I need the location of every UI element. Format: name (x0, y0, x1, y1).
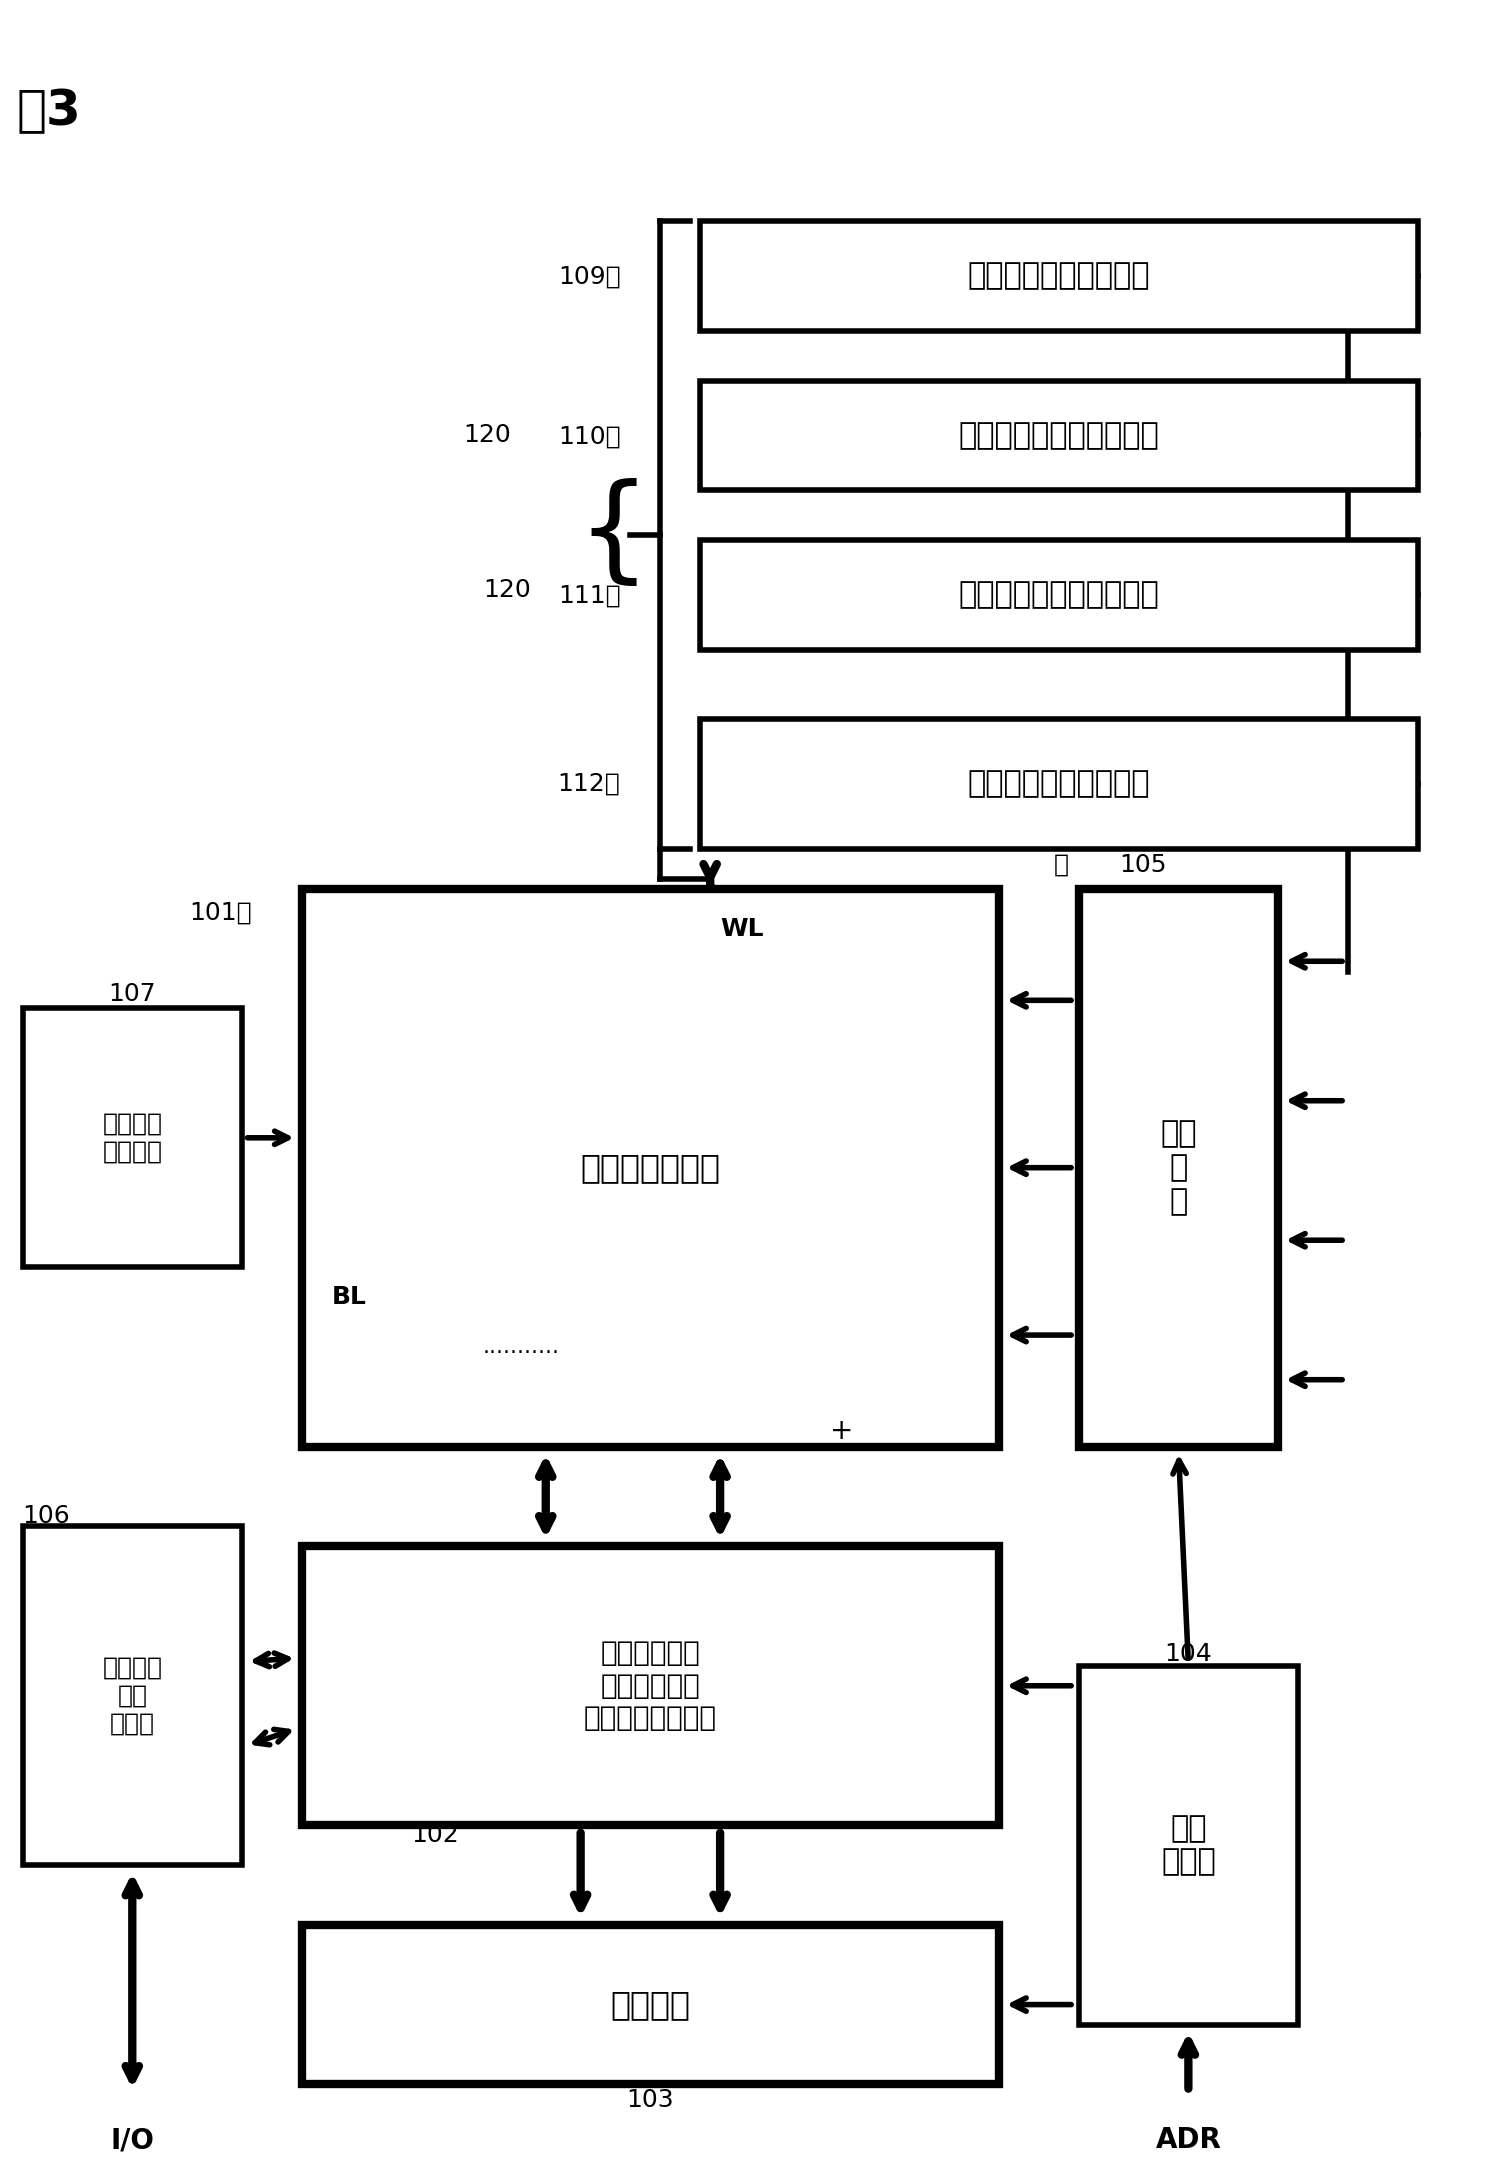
Text: 111～: 111～ (557, 583, 620, 607)
Text: 读出用中间电压发生电路: 读出用中间电压发生电路 (958, 581, 1160, 609)
Bar (700, 720, 1418, 850)
Text: 写入用中间电压发生电路: 写入用中间电压发生电路 (958, 421, 1160, 451)
Text: 图3: 图3 (17, 87, 81, 137)
Text: 109～: 109～ (557, 264, 620, 288)
Bar (302, 1925, 999, 2083)
Text: BL: BL (332, 1286, 366, 1309)
Text: 列译码器: 列译码器 (610, 1988, 691, 2021)
Text: 地址
缓冲器: 地址 缓冲器 (1161, 1815, 1215, 1877)
Text: I/O: I/O (110, 2127, 155, 2155)
Bar (302, 889, 999, 1446)
Text: 120: 120 (484, 579, 530, 603)
Text: 101～: 101～ (189, 900, 252, 924)
Text: 写入用高电压发生电路: 写入用高电压发生电路 (967, 262, 1151, 291)
Text: +: + (831, 1416, 853, 1444)
Bar (1078, 889, 1278, 1446)
Text: 120: 120 (463, 423, 511, 447)
Text: 数据输入
输出
缓冲器: 数据输入 输出 缓冲器 (102, 1656, 162, 1737)
Text: 位线控制电路
（读出放大器
（兼数据锁存器）: 位线控制电路 （读出放大器 （兼数据锁存器） (584, 1639, 716, 1732)
Text: ...........: ........... (482, 1338, 559, 1357)
Bar (23, 1008, 242, 1268)
Text: 行译
码
器: 行译 码 器 (1160, 1119, 1197, 1216)
Text: 105: 105 (1119, 852, 1166, 876)
Text: 112～: 112～ (557, 772, 620, 796)
Text: 存储器单元阵列: 存储器单元阵列 (580, 1151, 721, 1184)
Text: 衬底电位
控制电路: 衬底电位 控制电路 (102, 1112, 162, 1164)
Text: 擦除用高电压发生电路: 擦除用高电压发生电路 (967, 770, 1151, 798)
Text: 107: 107 (108, 982, 156, 1006)
Text: 110～: 110～ (557, 425, 620, 449)
Text: ADR: ADR (1155, 2127, 1221, 2155)
Text: 102: 102 (412, 1823, 460, 1847)
Bar (302, 1546, 999, 1825)
Bar (700, 540, 1418, 650)
Text: 103: 103 (626, 2088, 674, 2112)
Bar (1078, 1665, 1298, 2025)
Bar (700, 382, 1418, 490)
Text: ～: ～ (1054, 852, 1069, 876)
Bar (23, 1526, 242, 1864)
Text: 104: 104 (1164, 1641, 1212, 1665)
Text: {: { (577, 477, 650, 592)
Text: WL: WL (719, 917, 763, 941)
Text: 106: 106 (23, 1505, 71, 1528)
Bar (700, 221, 1418, 332)
